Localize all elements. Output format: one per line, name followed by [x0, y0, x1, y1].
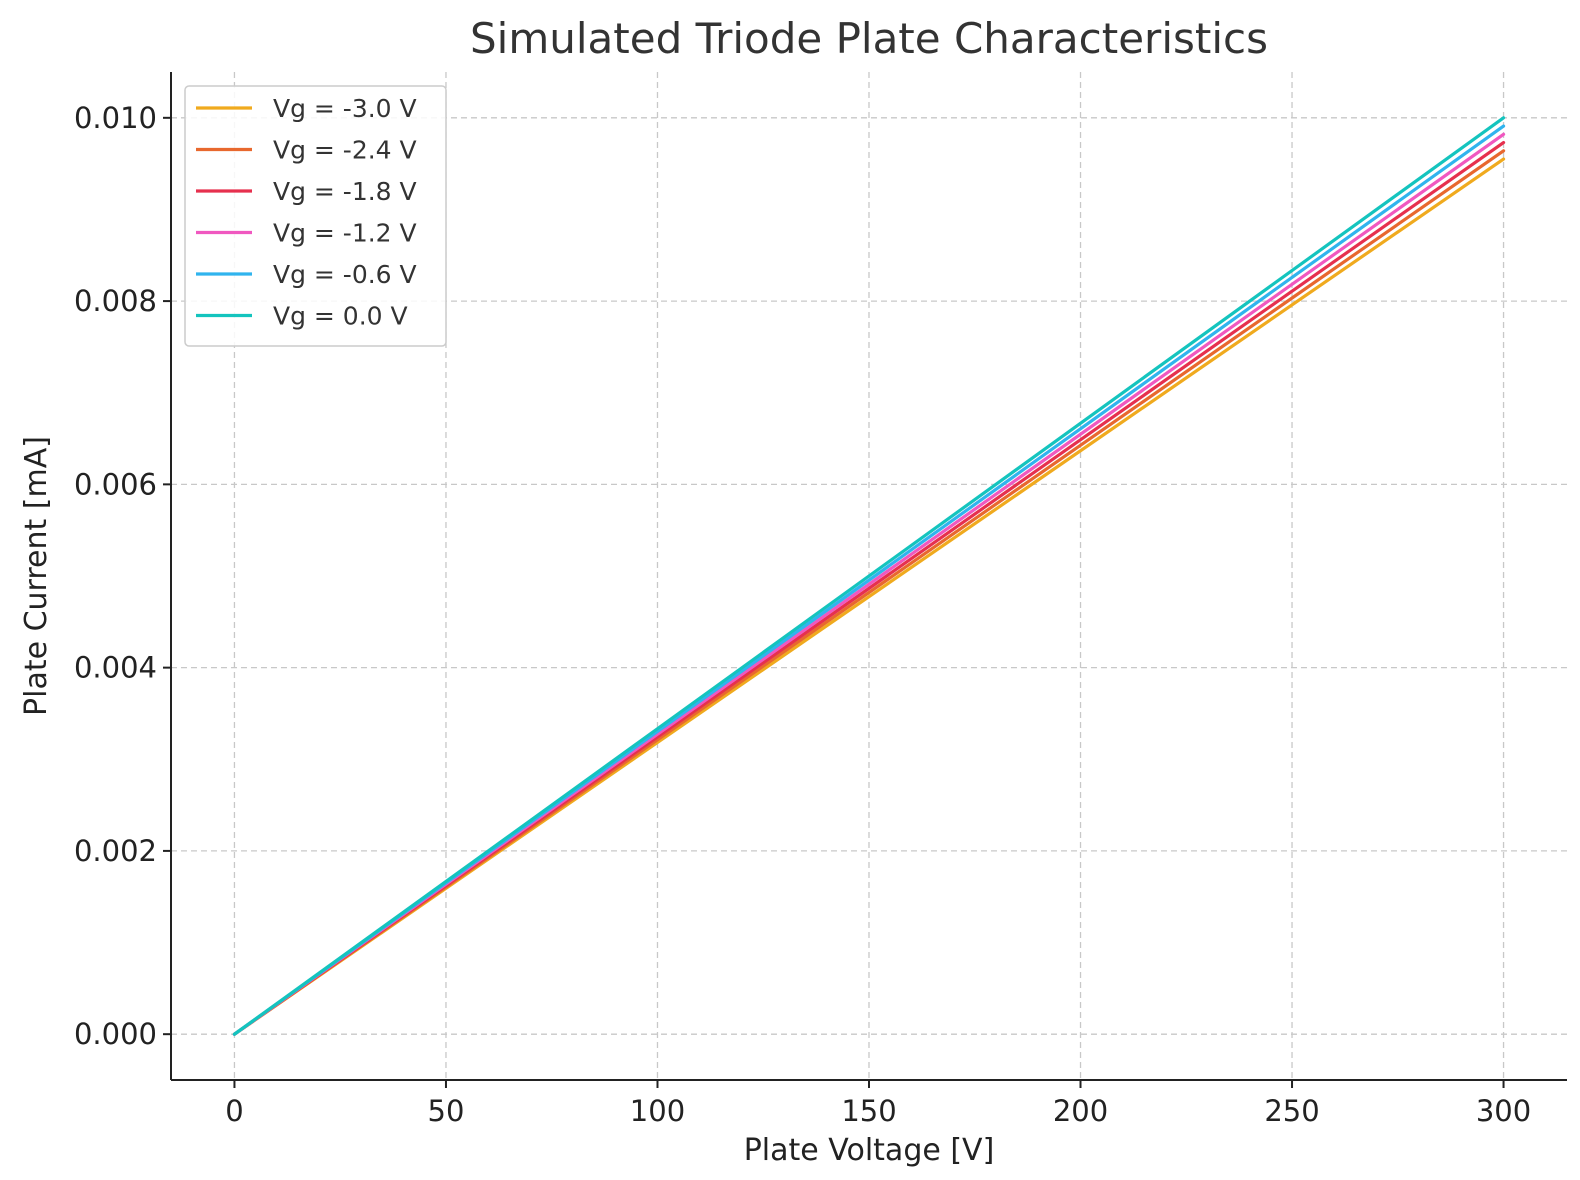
legend-label-1: Vg = -2.4 V: [273, 136, 417, 165]
y-tick-label: 0.000: [74, 1017, 157, 1051]
y-tick-label: 0.006: [74, 467, 157, 501]
y-axis-label: Plate Current [mA]: [19, 436, 54, 716]
x-tick-label: 250: [1264, 1094, 1319, 1128]
y-tick-label: 0.008: [74, 284, 157, 318]
x-ticks: 0 50 100 150 200 250 300: [225, 1080, 1531, 1128]
legend-label-3: Vg = -1.2 V: [273, 219, 417, 248]
legend: Vg = -3.0 V Vg = -2.4 V Vg = -1.8 V Vg = -1…: [184, 85, 447, 347]
series-line-5: [232, 116, 1506, 1036]
y-tick-label: 0.002: [74, 834, 157, 868]
x-tick-label: 0: [225, 1094, 243, 1128]
legend-label-2: Vg = -1.8 V: [273, 177, 417, 206]
x-tick-label: 100: [630, 1094, 685, 1128]
legend-label-5: Vg = 0.0 V: [273, 302, 408, 331]
chart-title: Simulated Triode Plate Characteristics: [470, 14, 1268, 63]
legend-label-4: Vg = -0.6 V: [273, 260, 417, 289]
x-tick-label: 200: [1053, 1094, 1108, 1128]
y-ticks: 0.000 0.002 0.004 0.006 0.008 0.010: [74, 101, 171, 1051]
y-tick-label: 0.010: [74, 101, 157, 135]
y-tick-label: 0.004: [74, 651, 157, 685]
x-tick-label: 300: [1476, 1094, 1531, 1128]
x-tick-label: 50: [428, 1094, 465, 1128]
series-layer: [232, 116, 1506, 1036]
x-axis-label: Plate Voltage [V]: [744, 1133, 995, 1168]
legend-label-0: Vg = -3.0 V: [273, 94, 417, 123]
x-tick-label: 150: [841, 1094, 896, 1128]
